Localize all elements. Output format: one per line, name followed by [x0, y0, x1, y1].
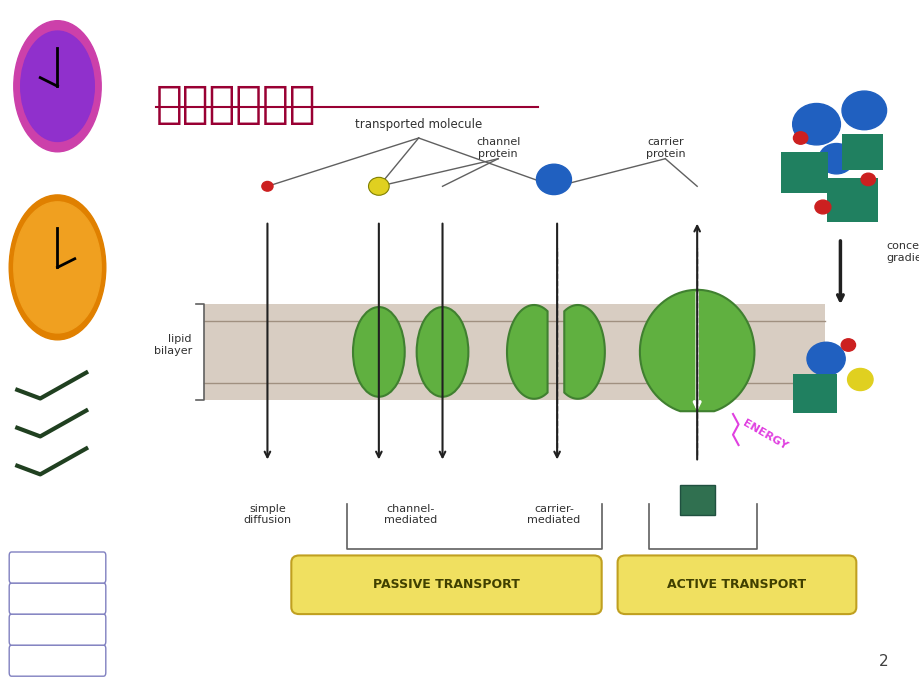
Text: transported molecule: transported molecule [355, 118, 482, 131]
Circle shape [14, 21, 101, 152]
Circle shape [14, 201, 101, 333]
Circle shape [9, 195, 106, 339]
Circle shape [860, 173, 875, 186]
Polygon shape [563, 305, 604, 399]
FancyBboxPatch shape [9, 614, 106, 645]
FancyBboxPatch shape [9, 583, 106, 614]
Circle shape [20, 31, 95, 141]
Circle shape [792, 132, 807, 144]
Text: concentration
gradient: concentration gradient [886, 241, 919, 263]
FancyBboxPatch shape [841, 134, 882, 170]
Text: 物质转运形式: 物质转运形式 [156, 83, 316, 126]
Text: lipid
bilayer: lipid bilayer [153, 334, 192, 356]
Circle shape [814, 200, 830, 214]
Circle shape [841, 91, 886, 130]
Text: 2: 2 [878, 654, 887, 669]
Polygon shape [506, 305, 547, 399]
Circle shape [792, 104, 840, 145]
FancyBboxPatch shape [792, 374, 836, 413]
FancyBboxPatch shape [617, 555, 856, 614]
FancyBboxPatch shape [204, 304, 823, 400]
Text: ACTIVE TRANSPORT: ACTIVE TRANSPORT [666, 578, 806, 591]
Text: ENERGY: ENERGY [740, 418, 789, 451]
Circle shape [369, 177, 389, 195]
Text: channel
protein: channel protein [475, 137, 520, 159]
Circle shape [262, 181, 273, 191]
Circle shape [818, 144, 853, 174]
Circle shape [536, 164, 571, 195]
Polygon shape [640, 290, 754, 411]
FancyBboxPatch shape [780, 152, 828, 193]
FancyBboxPatch shape [291, 555, 601, 614]
Ellipse shape [353, 307, 404, 397]
FancyBboxPatch shape [9, 552, 106, 583]
FancyBboxPatch shape [9, 645, 106, 676]
Text: channel-
mediated: channel- mediated [383, 504, 437, 525]
Text: carrier-
mediated: carrier- mediated [527, 504, 580, 525]
Text: carrier
protein: carrier protein [645, 137, 685, 159]
FancyBboxPatch shape [826, 178, 877, 222]
Circle shape [846, 368, 872, 391]
Circle shape [840, 339, 855, 351]
Ellipse shape [416, 307, 468, 397]
Text: simple
diffusion: simple diffusion [244, 504, 291, 525]
Text: PASSIVE TRANSPORT: PASSIVE TRANSPORT [373, 578, 519, 591]
FancyBboxPatch shape [679, 485, 714, 515]
Circle shape [806, 342, 845, 375]
